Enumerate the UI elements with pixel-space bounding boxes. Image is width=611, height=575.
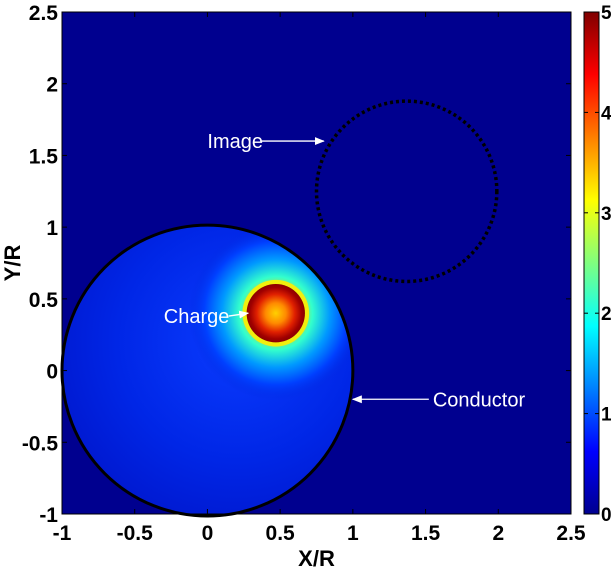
axes: -1 -0.5 0 0.5 1 1.5 2 2.5 -1 -0.5 0 0.5 1 1.5 2 2.5 X/R Y… bbox=[0, 2, 586, 571]
y-tick-label: 2 bbox=[46, 74, 58, 97]
plot-frame bbox=[61, 11, 572, 515]
colorbar-tick-label: 5 bbox=[601, 3, 611, 24]
annotation-charge: Charge bbox=[164, 306, 230, 328]
charge-core bbox=[246, 284, 305, 343]
colorbar: 0 1 2 3 4 5 bbox=[583, 3, 611, 526]
annotation-conductor: Conductor bbox=[433, 389, 526, 411]
colorbar-tick-label: 1 bbox=[601, 405, 611, 426]
y-tick-label: 1 bbox=[46, 217, 58, 240]
colorbar-tick-label: 4 bbox=[601, 103, 611, 124]
colorbar-tick-label: 2 bbox=[601, 304, 611, 325]
x-tick-label: -0.5 bbox=[117, 522, 154, 545]
y-tick-label: -1 bbox=[39, 504, 58, 527]
y-tick-label: -0.5 bbox=[22, 432, 59, 455]
plot-area bbox=[60, 12, 571, 518]
x-tick-label: 0.5 bbox=[266, 522, 296, 545]
annotation-image: Image bbox=[207, 131, 263, 153]
x-tick-label: -1 bbox=[53, 522, 72, 545]
arrow-charge bbox=[228, 310, 250, 319]
y-axis-label: Y/R bbox=[0, 245, 25, 282]
x-tick-label: 1.5 bbox=[411, 522, 441, 545]
y-tick-label: 1.5 bbox=[29, 145, 59, 168]
annotations: Image Charge Conductor bbox=[164, 131, 526, 411]
x-axis-label: X/R bbox=[298, 546, 335, 571]
x-tick-label: 1 bbox=[347, 522, 359, 545]
y-tick-label: 0 bbox=[46, 361, 58, 384]
y-tick-label: 2.5 bbox=[29, 2, 59, 25]
x-tick-label: 2 bbox=[492, 522, 504, 545]
colorbar-tick-label: 3 bbox=[601, 204, 611, 225]
y-tick-label: 0.5 bbox=[29, 289, 59, 312]
colorbar-gradient-bar bbox=[583, 11, 600, 515]
image-circle-outline bbox=[314, 99, 499, 284]
x-tick-label: 2.5 bbox=[556, 522, 586, 545]
colorbar-tick-label: 0 bbox=[601, 505, 611, 526]
x-tick-label: 0 bbox=[202, 522, 214, 545]
